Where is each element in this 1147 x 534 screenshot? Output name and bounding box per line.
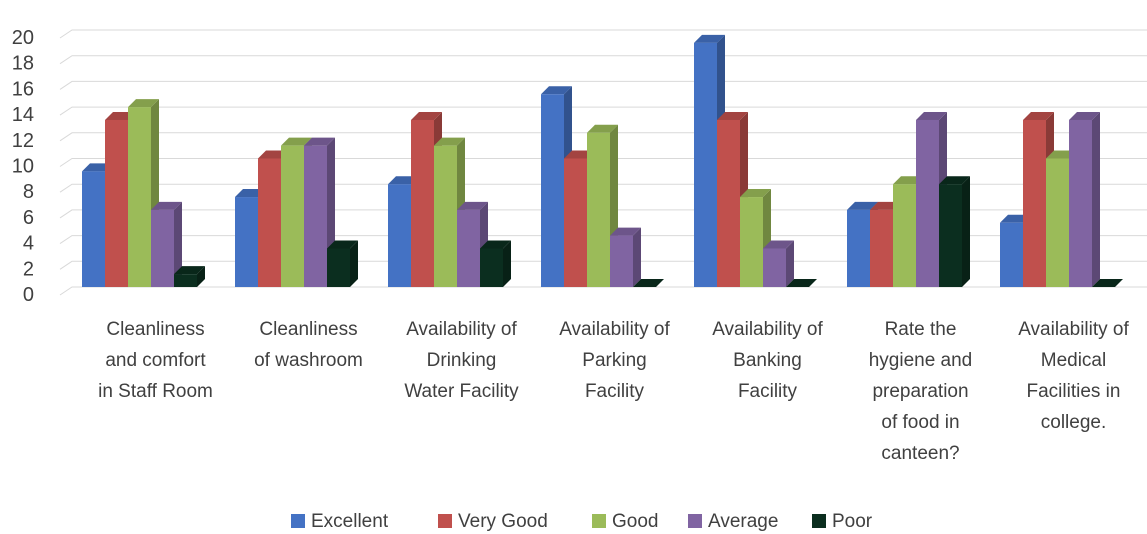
legend-swatch [438, 514, 452, 528]
bar-poor [939, 176, 970, 287]
category-label: Rate the [885, 319, 957, 340]
bar-good [128, 99, 159, 287]
gridline [59, 183, 1147, 193]
bar-average [610, 227, 641, 287]
bar-average [151, 201, 182, 287]
gridline [59, 209, 1147, 219]
legend-swatch [291, 514, 305, 528]
legend-item-average[interactable]: Average [688, 511, 778, 532]
legend-item-excellent[interactable]: Excellent [291, 511, 389, 532]
legend-label: Poor [832, 511, 873, 532]
y-tick-label: 6 [23, 207, 34, 229]
gridlines [59, 29, 1147, 296]
y-tick-label: 16 [12, 78, 34, 100]
category-label: Availability of [1018, 319, 1129, 340]
category-label: Parking [582, 350, 646, 371]
bar-poor [1092, 279, 1123, 287]
category-label: of food in [881, 412, 959, 433]
bar-poor [633, 279, 664, 287]
y-tick-label: 8 [23, 181, 34, 203]
y-tick-label: 2 [23, 258, 34, 280]
bars [82, 34, 1123, 287]
category-label: Availability of [406, 319, 517, 340]
bar-poor [786, 279, 817, 287]
legend-swatch [812, 514, 826, 528]
legend-item-poor[interactable]: Poor [812, 511, 873, 532]
y-tick-label: 20 [12, 27, 34, 49]
category-label: college. [1041, 412, 1107, 433]
gridline [59, 235, 1147, 245]
category-label: Medical [1041, 350, 1106, 371]
legend-label: Good [612, 511, 658, 532]
gridline [59, 158, 1147, 167]
bar-poor [480, 240, 511, 287]
category-labels: Cleanliness and comfort in Staff Room Clean… [98, 319, 1129, 464]
category-label: Facility [585, 381, 645, 402]
gridline [59, 55, 1147, 65]
y-tick-label: 12 [12, 130, 34, 152]
legend-label: Average [708, 511, 778, 532]
bar-average [763, 240, 794, 287]
category-label: Water Facility [404, 381, 519, 402]
category-label: Drinking [427, 350, 497, 371]
category-label: canteen? [881, 443, 959, 464]
y-tick-label: 10 [12, 156, 34, 178]
y-tick-label: 0 [23, 284, 34, 306]
y-tick-label: 18 [12, 53, 34, 75]
legend-swatch [688, 514, 702, 528]
category-label: Availability of [559, 319, 670, 340]
y-tick-label: 4 [23, 233, 34, 255]
legend-item-good[interactable]: Good [592, 511, 658, 532]
category-label: Facilities in [1027, 381, 1121, 402]
gridline [59, 106, 1147, 116]
legend-label: Excellent [311, 511, 389, 532]
category-label: Cleanliness [106, 319, 204, 340]
legend-item-very-good[interactable]: Very Good [438, 511, 548, 532]
category-label: in Staff Room [98, 381, 213, 402]
category-label: Cleanliness [259, 319, 357, 340]
category-label: hygiene and [869, 350, 973, 371]
bar-poor [327, 240, 358, 287]
category-label: and comfort [105, 350, 206, 371]
category-label: of washroom [254, 350, 363, 371]
gridline [59, 132, 1147, 142]
bar-average [1069, 111, 1100, 287]
legend-swatch [592, 514, 606, 528]
legend-label: Very Good [458, 511, 548, 532]
y-axis: 0 2 4 6 8 10 12 14 16 18 20 [12, 27, 34, 306]
legend: Excellent Very Good Good Average Poor [291, 511, 873, 532]
gridline [59, 80, 1147, 90]
category-label: Availability of [712, 319, 823, 340]
gridline [59, 286, 1147, 296]
category-label: Banking [733, 350, 802, 371]
category-label: preparation [872, 381, 968, 402]
category-label: Facility [738, 381, 798, 402]
bar-poor [174, 266, 205, 287]
y-tick-label: 14 [12, 104, 34, 126]
gridline [59, 29, 1147, 39]
